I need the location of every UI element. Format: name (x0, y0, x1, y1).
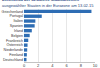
svg-text:Spanien: Spanien (10, 24, 23, 28)
svg-text:0: 0 (23, 63, 26, 68)
svg-text:Österreich: Österreich (6, 43, 23, 47)
svg-text:Deutschland: Deutschland (3, 58, 23, 62)
svg-text:10: 10 (93, 63, 98, 68)
svg-text:Belgien: Belgien (11, 34, 23, 38)
svg-text:Irland: Irland (14, 29, 23, 33)
svg-text:Niederlande: Niederlande (4, 48, 23, 52)
svg-text:2: 2 (37, 63, 40, 68)
svg-text:8: 8 (80, 63, 83, 68)
svg-text:Portugal: Portugal (10, 14, 24, 18)
svg-text:Griechenland: Griechenland (2, 10, 23, 14)
svg-text:Frankreich: Frankreich (6, 39, 23, 43)
svg-text:Finnland: Finnland (9, 53, 23, 57)
svg-text:6: 6 (65, 63, 68, 68)
svg-text:Italien: Italien (13, 19, 23, 23)
svg-text:4: 4 (51, 63, 54, 68)
svg-text:Zinsniveau bei 10-Jahres Staat: Zinsniveau bei 10-Jahres Staatsanleihena… (2, 0, 94, 8)
